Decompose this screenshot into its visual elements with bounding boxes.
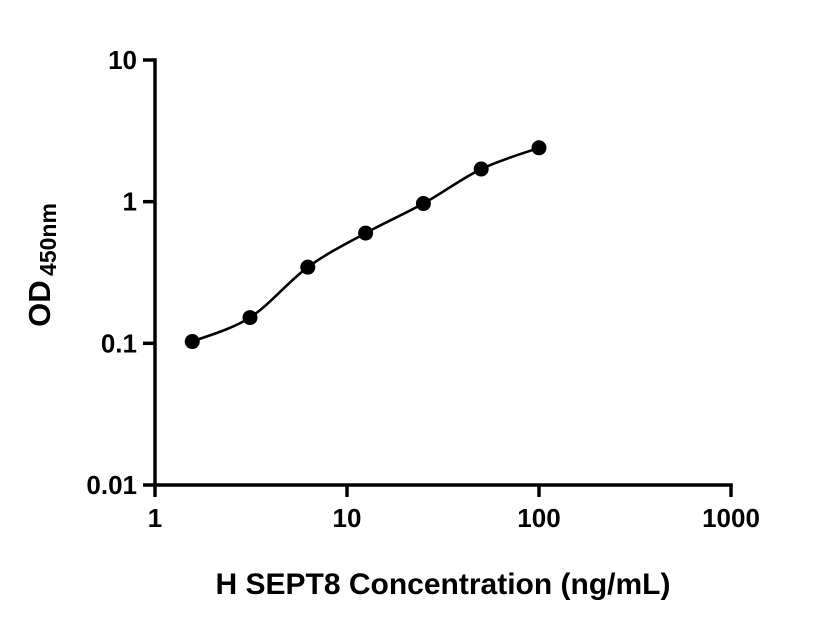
data-point — [358, 225, 374, 241]
x-tick-label: 1 — [148, 503, 162, 533]
data-point — [473, 161, 489, 177]
data-point — [300, 259, 316, 275]
data-point — [531, 140, 547, 156]
y-axis-title-main: OD — [22, 280, 57, 327]
y-tick-label: 10 — [108, 45, 137, 75]
y-tick-label: 0.01 — [86, 470, 137, 500]
y-tick-label: 0.1 — [101, 328, 137, 358]
y-tick-label: 1 — [123, 187, 137, 217]
x-tick-label: 1000 — [702, 503, 760, 533]
plot-layer: 1 10 100 1000 0.01 0.1 1 10 — [86, 45, 760, 533]
x-tick-label: 10 — [333, 503, 362, 533]
data-point — [415, 196, 431, 212]
data-point — [242, 310, 258, 326]
fit-curve — [191, 146, 540, 343]
x-axis-title: H SEPT8 Concentration (ng/mL) — [215, 568, 670, 601]
y-axis-title: OD 450nm — [22, 203, 61, 327]
y-axis-title-sub: 450nm — [35, 203, 61, 276]
x-tick-label: 100 — [517, 503, 560, 533]
data-point — [184, 334, 200, 350]
